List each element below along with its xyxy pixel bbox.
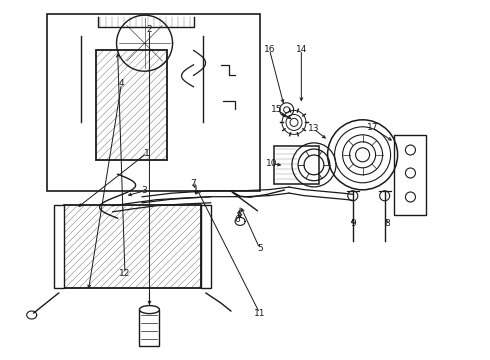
Bar (394, 135, 426, 215)
Bar (54, 205, 64, 288)
Text: 14: 14 (295, 45, 307, 54)
Text: 5: 5 (257, 244, 263, 253)
Text: 12: 12 (119, 269, 131, 278)
Bar (140, 310, 159, 346)
Text: 2: 2 (147, 25, 152, 34)
Text: 11: 11 (254, 309, 266, 318)
Text: 9: 9 (350, 219, 356, 228)
Text: 6: 6 (235, 215, 241, 224)
Ellipse shape (140, 306, 159, 314)
Text: 16: 16 (264, 45, 275, 54)
Bar (274, 146, 319, 184)
Bar (64, 205, 201, 288)
Text: 3: 3 (142, 186, 147, 195)
Text: 17: 17 (367, 123, 378, 132)
Bar (96, 50, 167, 160)
Text: 13: 13 (308, 125, 319, 134)
Text: 7: 7 (191, 179, 196, 188)
Text: 8: 8 (384, 219, 390, 228)
Text: 4: 4 (119, 79, 124, 88)
Bar (201, 205, 211, 288)
Bar (47, 14, 260, 191)
Text: 15: 15 (271, 105, 283, 114)
Text: 1: 1 (144, 149, 150, 158)
Text: 10: 10 (266, 159, 278, 168)
